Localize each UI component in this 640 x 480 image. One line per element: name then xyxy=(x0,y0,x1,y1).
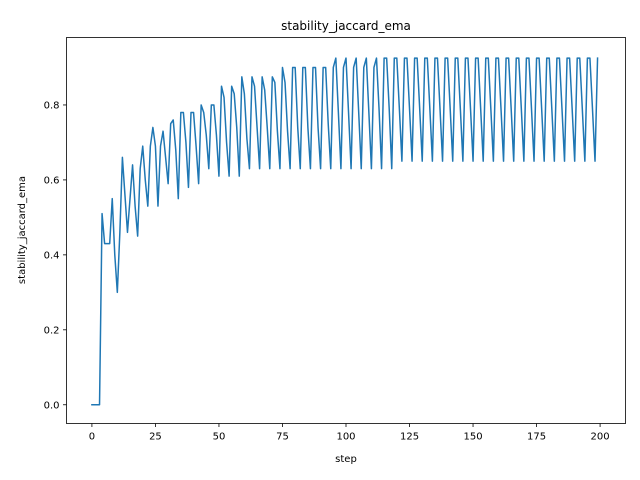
y-axis-label: stability_jaccard_ema xyxy=(17,176,28,284)
y-tick-label: 0.8 xyxy=(44,100,60,111)
x-tick-label: 25 xyxy=(149,432,162,443)
y-tick-label: 0.6 xyxy=(44,175,60,186)
y-tick-label: 0.4 xyxy=(44,250,60,261)
x-axis: 0 25 50 75 100 125 150 175 200 xyxy=(89,423,610,443)
x-tick-label: 100 xyxy=(336,432,355,443)
y-tick-label: 0.0 xyxy=(44,400,60,411)
chart-title: stability_jaccard_ema xyxy=(281,19,411,33)
x-tick-label: 125 xyxy=(400,432,419,443)
x-tick-label: 175 xyxy=(527,432,546,443)
x-tick-label: 200 xyxy=(591,432,610,443)
x-axis-label: step xyxy=(335,454,357,465)
x-tick-label: 75 xyxy=(276,432,289,443)
series-line-0 xyxy=(91,57,599,406)
x-tick-label: 0 xyxy=(89,432,95,443)
x-tick-label: 50 xyxy=(213,432,226,443)
y-tick-label: 0.2 xyxy=(44,325,60,336)
x-tick-label: 150 xyxy=(463,432,482,443)
plot-area xyxy=(91,57,599,406)
y-axis: 0.0 0.2 0.4 0.6 0.8 xyxy=(44,100,67,411)
